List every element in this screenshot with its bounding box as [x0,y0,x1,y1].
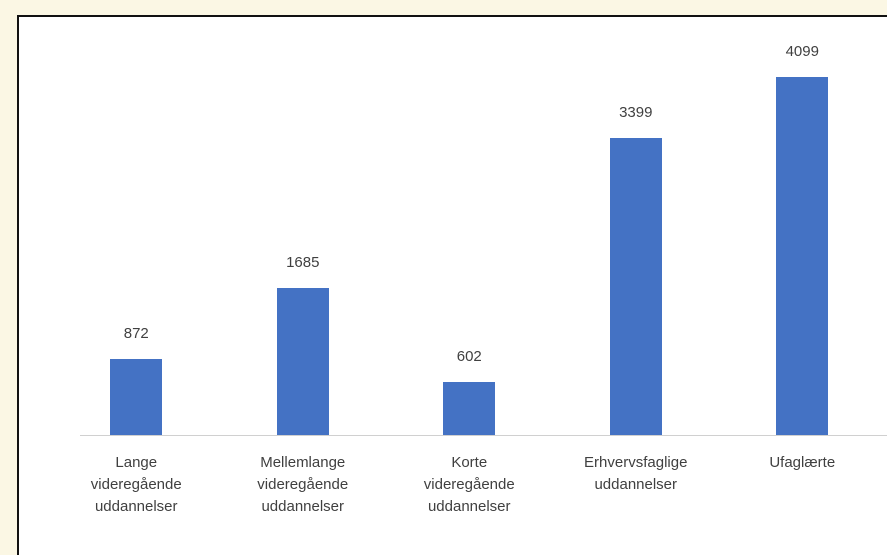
x-tick-label: Ufaglærte [769,454,836,471]
x-tick-label: Erhvervsfaglige uddannelser [584,454,688,493]
x-tick-label: Mellemlange videregående uddannelser [257,454,349,515]
value-label: 602 [456,348,482,366]
bar [776,77,829,435]
baseline [80,435,887,436]
bar [110,358,163,435]
value-label: 4099 [785,43,819,60]
chart-frame [17,15,887,555]
value-label: 1685 [286,253,320,271]
bar [443,382,496,435]
x-tick-label: Korte videregående uddannelser [423,454,515,515]
value-label: 3399 [619,104,653,122]
page: Lange videregående uddannelser 872 Melleml… [17,15,887,555]
bar [609,138,662,435]
value-label: 872 [123,324,149,342]
x-tick-label: Lange videregående uddannelser [90,454,182,515]
bar [276,287,329,435]
